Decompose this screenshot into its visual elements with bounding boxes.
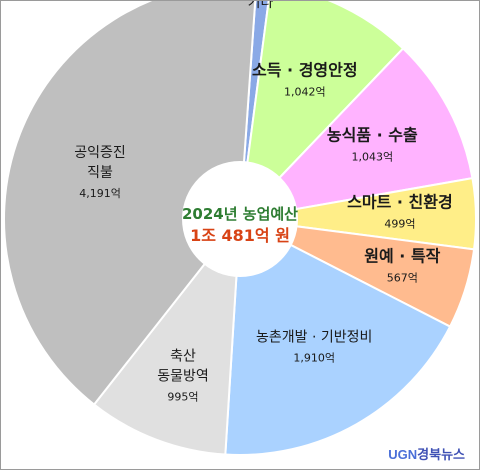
slice-value-label: 567억 — [387, 271, 418, 284]
slice-label: 축산 — [170, 348, 196, 364]
chart-title: 2024년 농업예산 — [182, 205, 298, 223]
slice-label: 동물방역 — [157, 368, 209, 384]
slice-value-label: 995억 — [167, 390, 198, 403]
slice-value-label: 499억 — [384, 217, 415, 230]
slice-value-label: 1,043억 — [351, 150, 393, 163]
slice-value-label: 1,910억 — [293, 351, 335, 364]
slice-label: 스마트 · 친환경 — [347, 192, 453, 211]
slice-label: 원예 · 특작 — [364, 246, 440, 265]
slice-label: 농촌개발 · 기반정비 — [256, 329, 372, 345]
chart-total: 1조 481억 원 — [190, 226, 290, 245]
slice-label: 공익증진 — [74, 145, 126, 161]
watermark-part1: UGN — [388, 447, 418, 462]
slice-value-label: 4,191억 — [79, 187, 121, 200]
center-hole — [182, 161, 298, 277]
slice-label: 기타 — [248, 1, 274, 11]
pie-slice — [237, 47, 474, 221]
pie-slice — [239, 1, 270, 220]
pie-slices — [3, 1, 477, 456]
slice-label: 직불 — [87, 165, 113, 181]
slice-label: 소득 · 경영안정 — [252, 61, 358, 80]
slice-value-label: 1,042억 — [284, 86, 326, 99]
watermark-logo: UGN경북뉴스 — [388, 444, 465, 463]
pie-slice — [92, 215, 242, 456]
watermark-part2: 경북뉴스 — [417, 447, 465, 462]
pie-slice — [238, 1, 405, 222]
pie-slice — [224, 217, 452, 456]
pie-slice — [3, 1, 257, 406]
slice-label: 농식품 · 수출 — [327, 125, 418, 144]
